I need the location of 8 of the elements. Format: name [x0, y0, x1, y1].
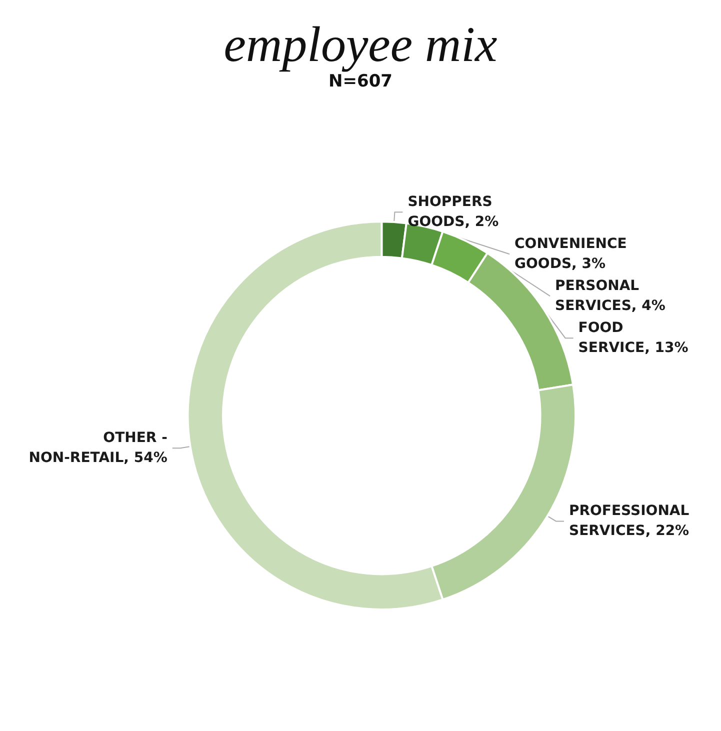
- slice-label: FOOD SERVICE, 13%: [578, 320, 688, 356]
- slice-label: CONVENIENCE GOODS, 3%: [514, 236, 627, 272]
- chart-title: employee mix: [224, 16, 498, 72]
- slice-label: SHOPPERS GOODS, 2%: [408, 194, 499, 230]
- slice-label: PROFESSIONAL SERVICES, 22%: [568, 503, 690, 540]
- slice-label: PERSONAL SERVICES, 4%: [555, 278, 666, 314]
- slice-label: OTHER - NON-RETAIL, 54%: [28, 430, 168, 466]
- chart-subtitle: N=607: [328, 72, 392, 92]
